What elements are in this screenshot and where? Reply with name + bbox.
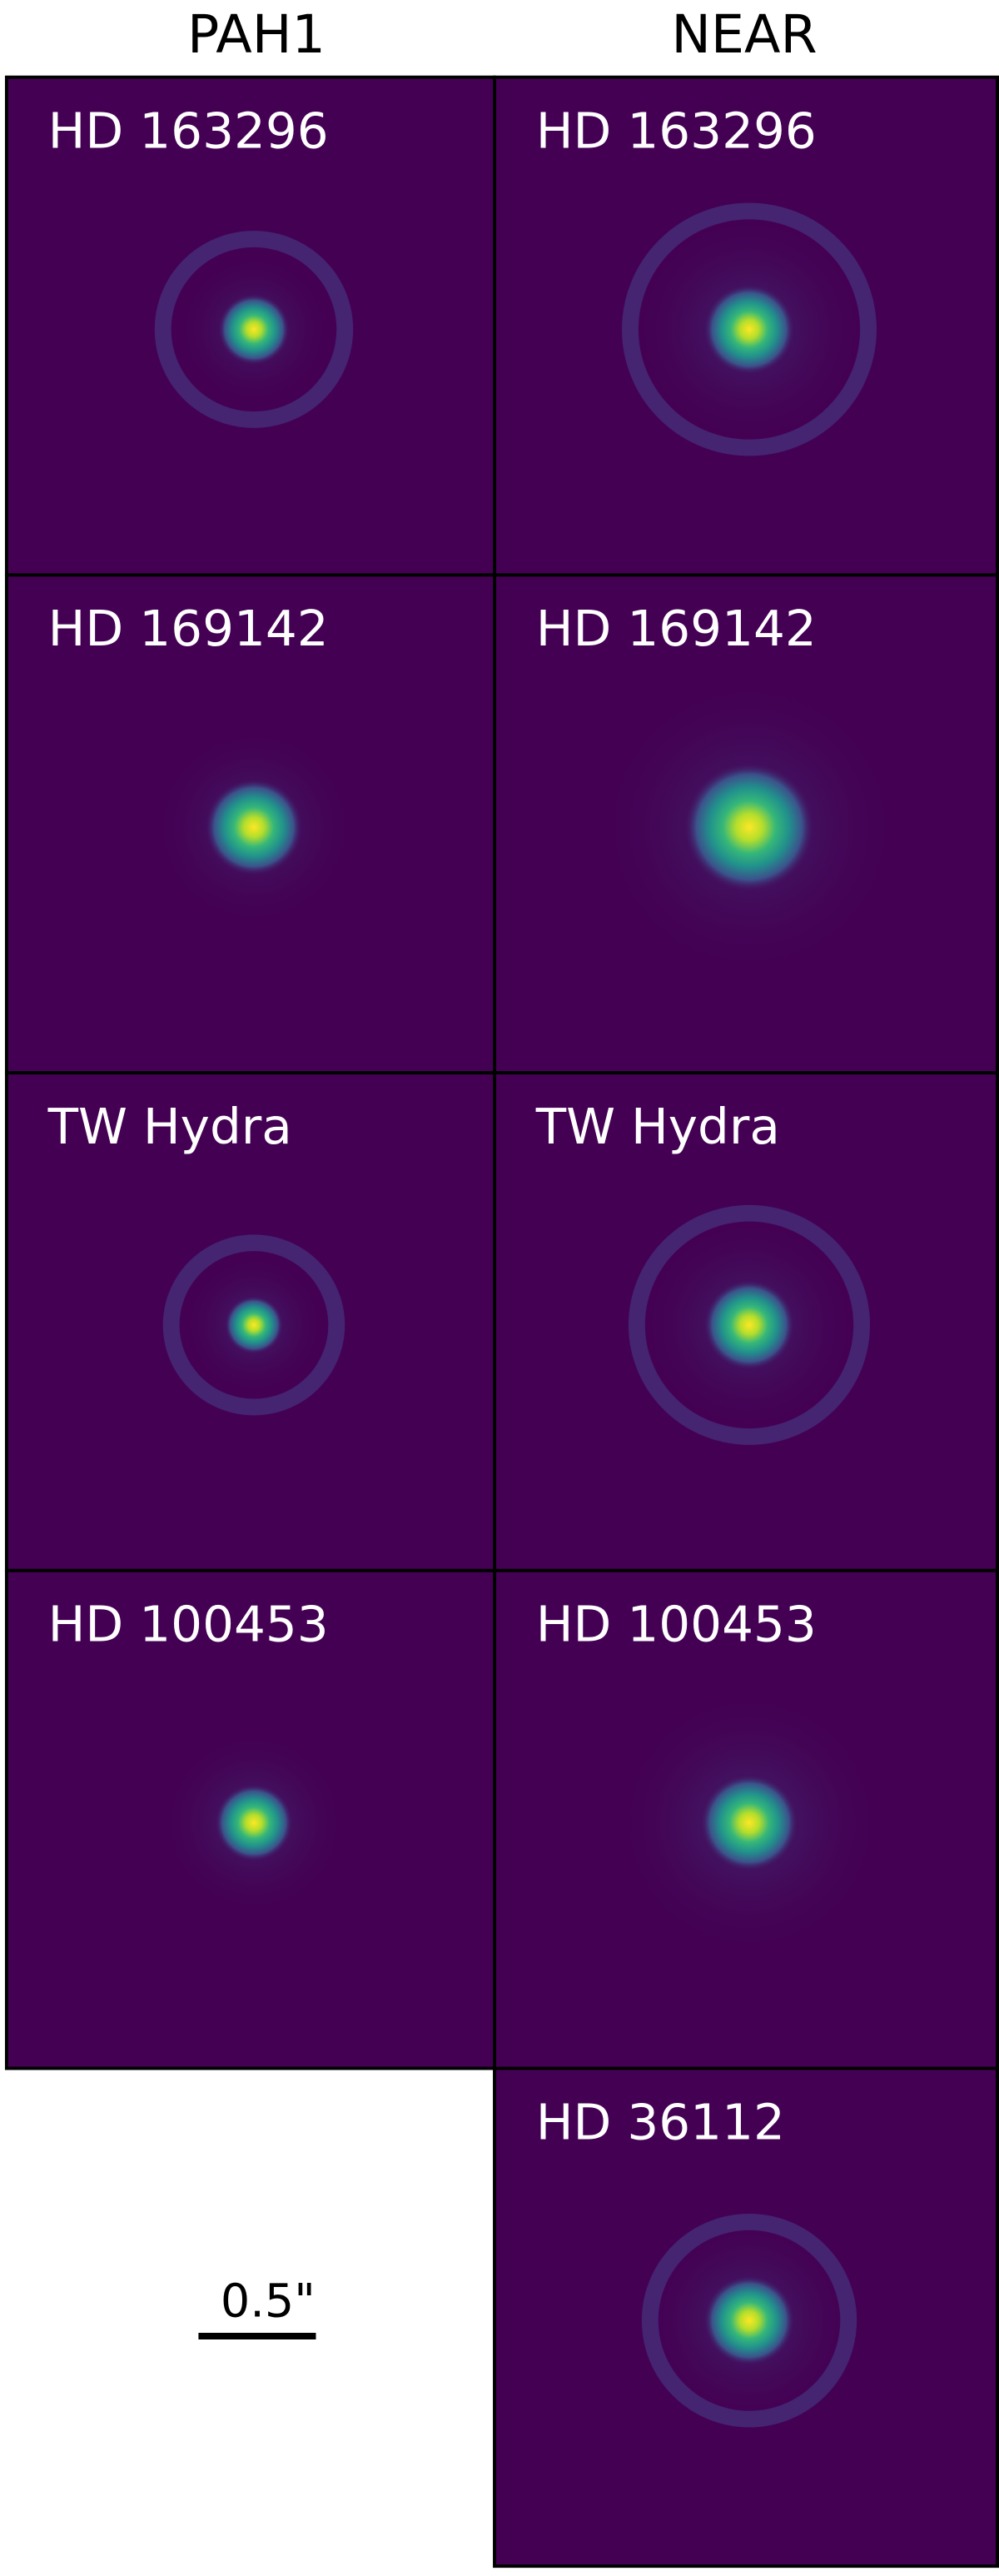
- panel-label: TW Hydra: [535, 1099, 780, 1156]
- psf-core: [699, 1773, 799, 1872]
- psf-core: [204, 778, 304, 877]
- panel-label: HD 169142: [48, 600, 329, 658]
- image-panel: [493, 1568, 999, 2070]
- image-panel: [493, 573, 999, 1075]
- column-title: PAH1: [187, 3, 326, 65]
- scale-bar-label: 0.5": [221, 2275, 316, 2329]
- psf-ring: [622, 202, 877, 456]
- psf-ring: [628, 1204, 871, 1445]
- panel-label: HD 100453: [48, 1597, 329, 1654]
- psf-ring: [154, 231, 354, 428]
- panel-label: HD 100453: [536, 1597, 817, 1654]
- psf-core: [703, 2275, 796, 2367]
- psf-core: [703, 1278, 796, 1372]
- psf-core: [224, 1295, 284, 1355]
- panel-label: TW Hydra: [47, 1099, 292, 1156]
- panel-label: HD 36112: [536, 2094, 785, 2151]
- psf-core: [683, 761, 816, 894]
- panel-label: HD 163296: [48, 103, 329, 161]
- column-title: NEAR: [671, 3, 817, 65]
- psf-core: [217, 293, 291, 366]
- panel-label: HD 163296: [536, 103, 817, 161]
- psf-core: [703, 283, 796, 376]
- psf-ring: [641, 2214, 857, 2428]
- psf-ring: [162, 1234, 345, 1416]
- psf-core: [214, 1783, 294, 1862]
- panel-label: HD 169142: [536, 600, 817, 658]
